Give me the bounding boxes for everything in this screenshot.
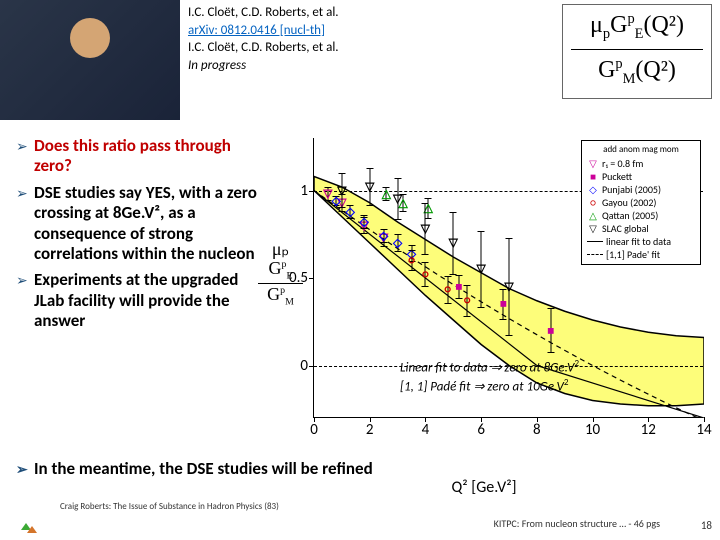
bullet-arrow-icon: ➢ <box>16 273 28 290</box>
legend-row: ○Gayou (2002) <box>587 196 695 209</box>
bullet-4: ➢ In the meantime, the DSE studies will … <box>16 458 676 479</box>
x-tick: 14 <box>696 421 711 439</box>
footer-right: KITPC: From nucleon structure … - 46 pgs <box>494 517 660 530</box>
data-point: ▽ <box>477 262 486 277</box>
data-point: ◇ <box>360 215 369 230</box>
data-point: △ <box>382 187 391 202</box>
legend-row: ▽r₁ = 0.8 fm <box>587 157 695 170</box>
bullet-list: ➢ Does this ratio pass through zero? ➢ D… <box>16 136 261 338</box>
data-point: ■ <box>455 279 462 294</box>
data-point: ○ <box>444 283 451 297</box>
y-tick: 0 <box>284 357 308 375</box>
x-tick: 2 <box>366 421 374 439</box>
bullet-arrow-icon: ➢ <box>16 461 28 478</box>
chart-legend: add anom mag mom▽r₁ = 0.8 fm■Puckett◇Pun… <box>581 140 701 265</box>
legend-row: ▽SLAC global <box>587 222 695 235</box>
data-point: ▽ <box>393 192 402 207</box>
y-tick: 0.5 <box>284 269 308 287</box>
x-tick: 8 <box>533 421 541 439</box>
bullet-arrow-icon: ➢ <box>16 139 28 156</box>
x-axis-label: Q² [Ge.V²] <box>452 478 517 497</box>
data-point: ◇ <box>379 229 388 244</box>
data-point: ○ <box>408 254 415 268</box>
data-point: ▽ <box>421 222 430 237</box>
data-point: ○ <box>422 268 429 282</box>
legend-row: [1,1] Pade' fit <box>587 248 695 261</box>
x-tick: 6 <box>477 421 485 439</box>
ref-line-4: In progress <box>188 57 339 75</box>
data-point: ■ <box>500 297 507 312</box>
data-point: ▽ <box>449 236 458 251</box>
page-number: 18 <box>701 519 712 532</box>
legend-row: linear fit to data <box>587 235 695 248</box>
ref-line-3: I.C. Cloët, C.D. Roberts, et al. <box>188 39 339 57</box>
x-tick: 4 <box>422 421 430 439</box>
y-tick: 1 <box>284 182 308 200</box>
chart-annotation: Linear fit to data ⇒ zero at 8Ge.V2 [1, … <box>400 358 579 395</box>
data-point: ◇ <box>393 236 402 251</box>
argonne-logo-icon <box>18 518 38 534</box>
footer-left: Craig Roberts: The Issue of Substance in… <box>60 501 279 512</box>
legend-row: ◇Punjabi (2005) <box>587 183 695 196</box>
data-point: ◇ <box>346 204 355 219</box>
ref-line-1: I.C. Cloët, C.D. Roberts, et al. <box>188 4 339 22</box>
references-block: I.C. Cloët, C.D. Roberts, et al. arXiv: … <box>180 0 347 120</box>
data-point: ▽ <box>337 183 346 198</box>
bullet-3: ➢ Experiments at the upgraded JLab facil… <box>16 270 261 331</box>
x-tick: 0 <box>310 421 318 439</box>
legend-row: △Qattan (2005) <box>587 209 695 222</box>
bullet-arrow-icon: ➢ <box>16 186 28 203</box>
bullet-2: ➢ DSE studies say YES, with a zero cross… <box>16 183 261 265</box>
ratio-chart: μₚ GpE GpM 00.5102468101214▽▽▽▽■■■◇◇◇◇◇◇… <box>258 130 710 455</box>
x-tick: 10 <box>585 421 600 439</box>
x-tick: 12 <box>641 421 656 439</box>
data-point: ■ <box>547 323 554 338</box>
data-point: ▽ <box>504 279 513 294</box>
author-photo <box>0 0 180 120</box>
ratio-formula: μpGpE(Q²) GpM(Q²) <box>562 4 712 99</box>
data-point: ▽ <box>365 180 374 195</box>
bullet-1: ➢ Does this ratio pass through zero? <box>16 136 261 177</box>
legend-row: ■Puckett <box>587 170 695 183</box>
data-point: ○ <box>464 294 471 308</box>
arxiv-link[interactable]: arXiv: 0812.0416 [nucl-th] <box>188 23 325 38</box>
